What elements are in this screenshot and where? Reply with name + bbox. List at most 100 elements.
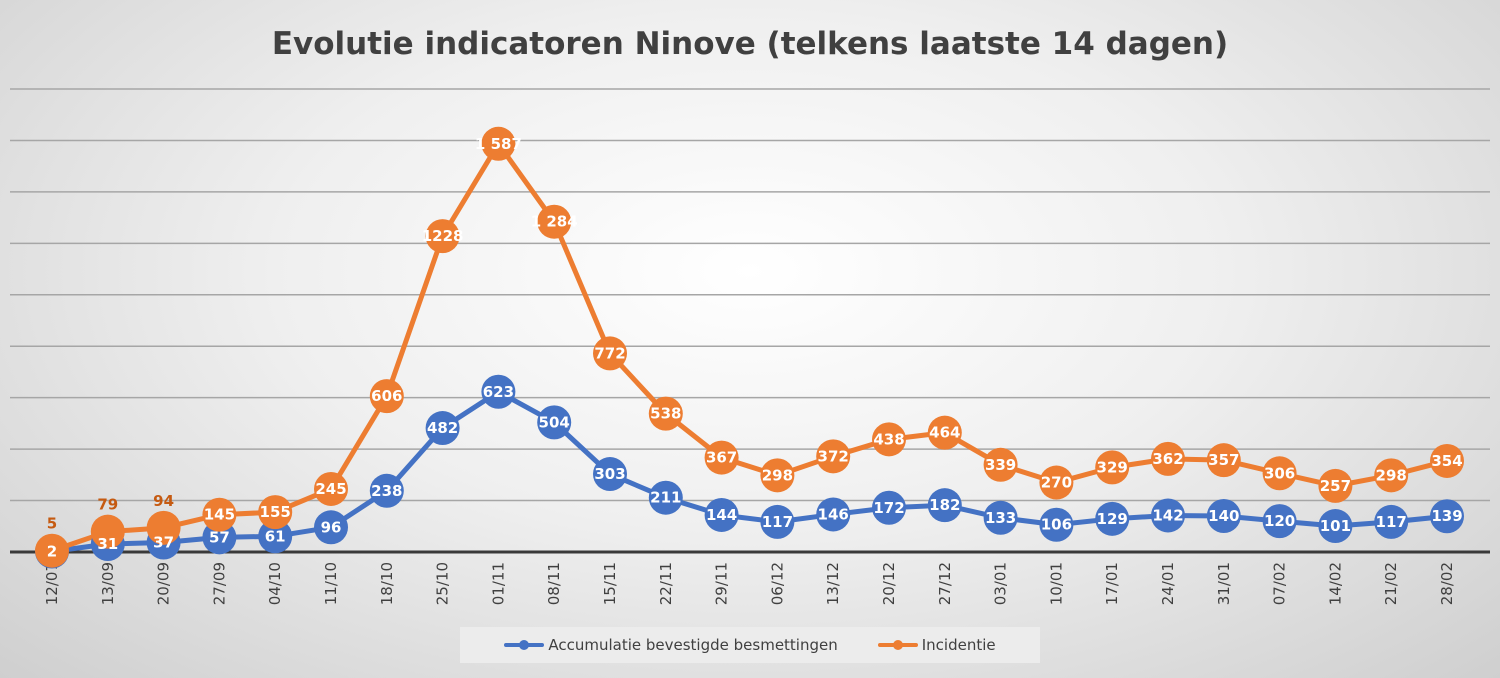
data-label: 362: [1152, 450, 1183, 468]
x-tick-label: 21/02: [1382, 562, 1400, 605]
x-tick-label: 27/12: [936, 562, 954, 605]
data-label: 303: [594, 465, 625, 483]
data-point: [648, 480, 683, 515]
data-label: 1 284: [531, 213, 578, 231]
data-point: [1262, 504, 1297, 539]
legend-marker-orange: [877, 640, 918, 650]
data-point: [314, 471, 348, 506]
data-point: [1430, 443, 1464, 478]
data-label: 372: [818, 447, 849, 465]
data-point: [704, 440, 739, 475]
data-point: [369, 473, 404, 508]
x-tick-label: 25/10: [434, 562, 452, 605]
data-label: 238: [371, 482, 402, 500]
data-label: 1 587: [475, 135, 522, 153]
data-label: 339: [985, 456, 1016, 474]
x-tick-label: 22/11: [657, 562, 675, 605]
data-label: 117: [1376, 513, 1407, 531]
data-label: 623: [483, 383, 514, 401]
data-label: 79: [97, 496, 118, 514]
data-label: 270: [1041, 474, 1072, 492]
data-point: [481, 374, 516, 409]
x-tick-label: 06/12: [768, 562, 786, 605]
x-tick-label: 03/01: [992, 562, 1010, 605]
data-label: 2: [47, 542, 57, 560]
data-point: [704, 497, 739, 532]
data-point: [983, 500, 1018, 535]
data-point: [760, 458, 795, 493]
data-point: [593, 336, 627, 371]
x-tick-label: 08/11: [545, 562, 563, 605]
data-label: 367: [706, 449, 737, 467]
data-point: [537, 405, 572, 440]
x-tick-label: 29/11: [713, 562, 731, 605]
data-label: 142: [1152, 506, 1183, 524]
data-label: 96: [321, 518, 342, 536]
data-label: 298: [1376, 466, 1407, 484]
legend-item-incidentie: Incidentie: [877, 636, 996, 654]
data-label: 257: [1320, 477, 1351, 495]
legend-marker-blue: [504, 640, 545, 650]
data-label: 172: [873, 499, 904, 517]
data-point: [1318, 468, 1353, 503]
data-label: 354: [1431, 452, 1462, 470]
x-tick-label: 07/02: [1271, 562, 1289, 605]
data-point: [1206, 443, 1241, 478]
data-label: 61: [265, 527, 286, 545]
x-tick-label: 24/01: [1159, 562, 1177, 605]
data-label: 357: [1208, 451, 1239, 469]
data-point: [258, 495, 293, 530]
data-point: [816, 497, 851, 532]
data-label: 129: [1097, 510, 1128, 528]
data-point: [1039, 507, 1074, 542]
legend-label: Accumulatie bevestigde besmettingen: [548, 636, 838, 654]
x-tick-label: 15/11: [601, 562, 619, 605]
data-label: 155: [260, 503, 291, 521]
data-point: [927, 415, 962, 450]
data-point: [425, 219, 460, 254]
legend-item-accumulatie: Accumulatie bevestigde besmettingen: [504, 636, 838, 654]
data-label: 606: [371, 387, 402, 405]
x-tick-label: 31/01: [1215, 562, 1233, 605]
data-point: [816, 439, 851, 474]
x-tick-label: 10/01: [1047, 562, 1065, 605]
data-label: 1228: [422, 227, 464, 245]
data-point: [1095, 501, 1130, 536]
data-point: [1095, 450, 1130, 485]
data-point: [1374, 458, 1409, 493]
data-point: [1262, 456, 1297, 491]
x-tick-label: 17/01: [1103, 562, 1121, 605]
data-point: [1151, 498, 1185, 533]
x-tick-label: 18/10: [378, 562, 396, 605]
data-point: [1206, 498, 1241, 533]
x-tick-label: 13/09: [99, 562, 117, 605]
data-label: 120: [1264, 512, 1295, 530]
x-tick-label: 04/10: [266, 562, 284, 605]
data-label: 57: [209, 528, 230, 546]
data-point: [146, 510, 181, 545]
data-point: [1039, 465, 1074, 500]
data-point: [202, 497, 237, 532]
x-tick-label: 13/12: [824, 562, 842, 605]
data-point: [90, 514, 125, 549]
data-label: 139: [1431, 507, 1462, 525]
data-label: 298: [762, 466, 793, 484]
data-point: [1374, 504, 1409, 539]
data-point: [1151, 441, 1185, 476]
data-label: 211: [650, 489, 681, 507]
data-label: 482: [427, 419, 458, 437]
data-point: [369, 379, 404, 414]
data-point: [760, 504, 795, 539]
data-label: 101: [1320, 517, 1351, 535]
data-point: [1430, 499, 1464, 534]
data-point: [593, 457, 627, 492]
series-line-incidentie: [51, 141, 1448, 554]
data-label: 329: [1097, 458, 1128, 476]
chart-title: Evolutie indicatoren Ninove (telkens laa…: [272, 26, 1228, 62]
x-tick-label: 27/09: [210, 562, 228, 605]
data-label: 538: [650, 405, 681, 423]
data-point: [35, 533, 69, 568]
data-point: [537, 204, 572, 239]
data-label: 438: [873, 430, 904, 448]
legend-label: Incidentie: [921, 636, 996, 654]
